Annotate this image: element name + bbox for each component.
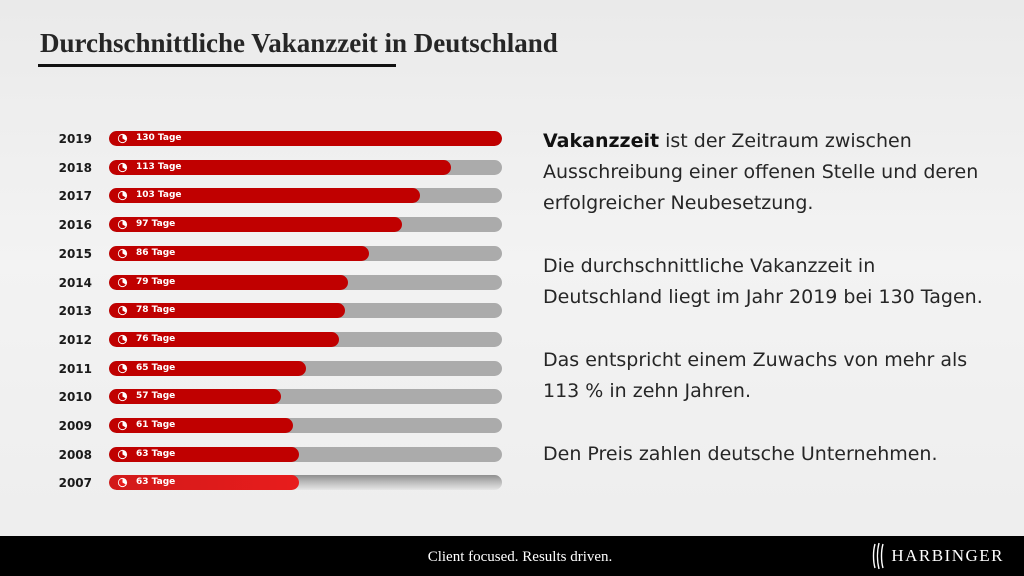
bar-value-label-2014: 79 Tage [136, 276, 176, 287]
bar-2011: 65 Tage [109, 360, 306, 376]
clock-icon [117, 191, 128, 201]
bar-track-2014: 79 Tage [109, 274, 502, 290]
bar-track-2010: 57 Tage [109, 389, 502, 405]
bar-track-2007: 63 Tage [109, 475, 502, 491]
clock-icon [117, 133, 128, 144]
bar-2010: 57 Tage [109, 389, 281, 405]
bar-2014: 79 Tage [109, 274, 348, 290]
brand-logo: HARBINGER [872, 540, 1004, 572]
bar-2017: 103 Tage [109, 188, 420, 204]
bar-track-2018: 113 Tage [109, 159, 502, 175]
bar-value-label-2013: 78 Tage [136, 305, 176, 316]
harbinger-logo-icon [873, 542, 885, 570]
clock-icon [117, 420, 128, 431]
bar-2012: 76 Tage [109, 331, 339, 347]
footer-bar: Client focused. Results driven. HARBINGE… [0, 536, 1024, 576]
slide-title: Durchschnittliche Vakanzzeit in Deutschl… [40, 28, 558, 58]
paragraph-conclusion: Den Preis zahlen deutsche Unternehmen. [543, 443, 938, 465]
bar-track-2013: 78 Tage [109, 303, 502, 319]
bar-value-label-2008: 63 Tage [136, 448, 176, 459]
clock-icon [117, 449, 128, 459]
clock-icon [117, 162, 128, 172]
bar-2008: 63 Tage [109, 446, 299, 462]
bar-track-2011: 65 Tage [109, 360, 502, 376]
bar-value-label-2012: 76 Tage [136, 333, 176, 344]
bar-value-label-2007: 63 Tage [136, 477, 176, 488]
year-label-2015: 2015 [58, 246, 92, 261]
year-label-2010: 2010 [58, 390, 92, 405]
clock-icon [117, 392, 128, 402]
paragraph-2019: Die durchschnittliche Vakanzzeit in Deut… [543, 255, 983, 308]
bar-value-label-2011: 65 Tage [136, 362, 176, 373]
bar-track-2019: 130 Tage [109, 131, 502, 146]
paragraph-growth: Das entspricht einem Zuwachs von mehr al… [543, 349, 968, 402]
year-label-2012: 2012 [58, 332, 92, 347]
year-label-2007: 2007 [58, 476, 92, 491]
clock-icon [117, 478, 128, 488]
year-label-2016: 2016 [58, 218, 92, 233]
year-label-2017: 2017 [58, 189, 92, 204]
definition-text: ist der Zeitraum zwischen Ausschreibung … [543, 130, 979, 214]
year-label-2008: 2008 [58, 447, 92, 462]
bar-2019: 130 Tage [109, 131, 502, 146]
bar-2015: 86 Tage [109, 245, 369, 261]
term-vakanzzeit: Vakanzzeit [543, 130, 660, 152]
bar-value-label-2009: 61 Tage [136, 420, 176, 430]
bar-track-2015: 86 Tage [109, 245, 502, 261]
bar-value-label-2017: 103 Tage [136, 190, 182, 201]
title-underline [38, 64, 396, 67]
bar-track-2012: 76 Tage [109, 331, 502, 347]
bar-value-label-2018: 113 Tage [136, 161, 182, 172]
year-label-2018: 2018 [58, 160, 92, 175]
brand-name: HARBINGER [891, 546, 1004, 565]
year-label-2011: 2011 [58, 361, 92, 376]
vacancy-bar-chart: 2019 130 Tage 2018 113 Tage 2017 103 Tage 2016… [0, 0, 520, 520]
bar-2018: 113 Tage [109, 159, 451, 175]
bar-track-2008: 63 Tage [109, 446, 502, 462]
clock-icon [117, 277, 128, 287]
bar-track-2009: 61 Tage [109, 418, 502, 433]
bar-2009: 61 Tage [109, 418, 293, 433]
clock-icon [117, 248, 128, 258]
paragraph-definition: Vakanzzeit ist der Zeitraum zwischen Aus… [543, 126, 993, 219]
bar-2016: 97 Tage [109, 217, 402, 233]
clock-icon [117, 334, 128, 344]
bar-track-2016: 97 Tage [109, 217, 502, 233]
bar-value-label-2019: 130 Tage [136, 133, 182, 143]
clock-icon [117, 220, 128, 230]
year-label-2014: 2014 [58, 275, 92, 290]
year-label-2019: 2019 [58, 132, 92, 146]
year-label-2013: 2013 [58, 304, 92, 319]
footer-tagline: Client focused. Results driven. [427, 549, 613, 565]
description-text: Vakanzzeit ist der Zeitraum zwischen Aus… [543, 126, 993, 502]
bar-2007: 63 Tage [109, 475, 299, 491]
bar-value-label-2010: 57 Tage [136, 391, 176, 402]
clock-icon [117, 306, 128, 316]
bar-2013: 78 Tage [109, 303, 345, 319]
year-label-2009: 2009 [58, 419, 92, 433]
clock-icon [117, 363, 128, 373]
bar-value-label-2015: 86 Tage [136, 247, 176, 258]
bar-track-2017: 103 Tage [109, 188, 502, 204]
bar-value-label-2016: 97 Tage [136, 219, 176, 230]
